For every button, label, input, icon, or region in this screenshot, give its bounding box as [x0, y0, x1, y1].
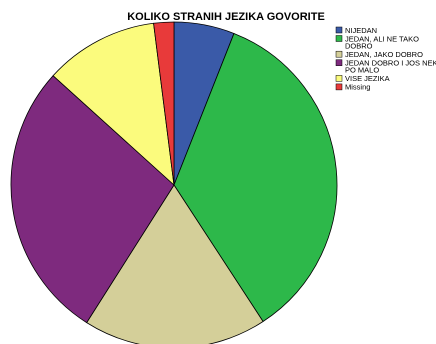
legend-swatch [335, 35, 343, 42]
legend-label: Missing [345, 83, 370, 92]
legend-item: NIJEDAN [335, 26, 377, 35]
legend-item: VISE JEZIKA [335, 74, 390, 83]
pie-slice [10, 75, 175, 324]
legend-label: PO MALO [345, 66, 379, 75]
pie-slices [10, 21, 338, 344]
pie-slice [153, 21, 175, 186]
legend-item: Missing [335, 83, 370, 92]
legend-swatch [335, 59, 343, 66]
pie-slice [173, 33, 338, 322]
legend-label: JEDAN, JAKO DOBRO [345, 50, 423, 59]
pie-slice [52, 22, 175, 186]
legend-label: JEDAN DOBRO I JOS NEKI [345, 59, 436, 68]
legend-swatch [335, 50, 343, 58]
legend-swatch [335, 83, 343, 91]
legend-label: NIJEDAN [345, 26, 377, 35]
legend-label: DOBRO [345, 42, 373, 51]
pie-slice [86, 184, 264, 344]
legend-swatch [335, 75, 343, 82]
legend-swatch [335, 26, 343, 34]
legend-label: JEDAN, ALI NE TAKO [345, 34, 419, 43]
legend-label: VISE JEZIKA [345, 74, 390, 83]
legend-item: JEDAN, JAKO DOBRO [335, 50, 423, 59]
chart-title: KOLIKO STRANIH JEZIKA GOVORITE [127, 11, 325, 23]
